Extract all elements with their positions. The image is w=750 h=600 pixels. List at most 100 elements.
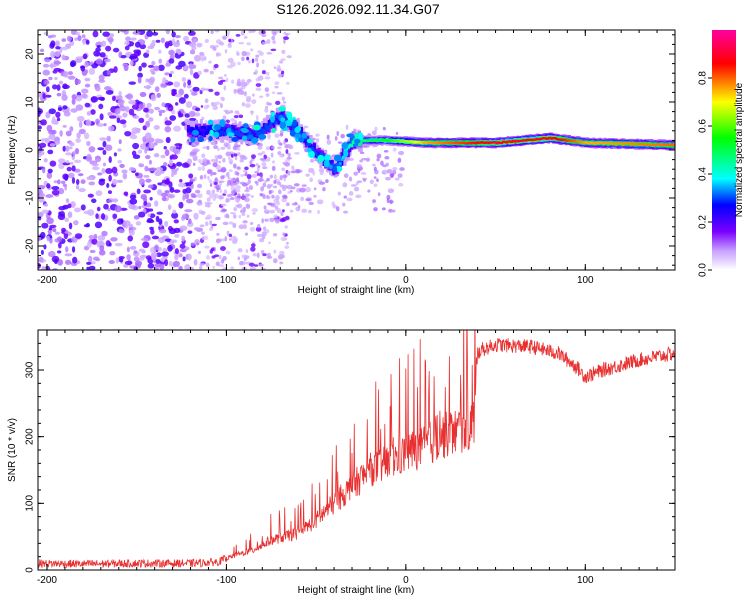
noise-blob xyxy=(65,198,70,204)
noise-blob xyxy=(271,194,274,199)
noise-blob xyxy=(204,216,211,220)
noise-blob xyxy=(82,53,88,60)
noise-blob xyxy=(89,249,96,254)
y-tick-label: 20 xyxy=(25,48,36,60)
noise-blob xyxy=(131,127,140,134)
noise-blob xyxy=(277,189,282,195)
ridge-blob xyxy=(190,137,196,143)
noise-blob xyxy=(219,42,225,46)
x-tick-label: 100 xyxy=(577,275,594,286)
noise-blob xyxy=(112,213,118,219)
noise-blob xyxy=(244,189,250,193)
noise-blob xyxy=(164,120,172,126)
noise-blob xyxy=(237,52,240,56)
noise-blob xyxy=(175,102,179,106)
noise-blob xyxy=(245,249,249,254)
noise-blob xyxy=(146,49,150,54)
noise-blob xyxy=(374,169,379,175)
ridge-segment xyxy=(496,141,500,144)
noise-blob xyxy=(56,250,62,254)
ridge-segment xyxy=(425,141,429,144)
noise-blob xyxy=(138,65,142,72)
ridge-blob xyxy=(270,116,275,123)
noise-blob xyxy=(266,184,272,189)
ridge-segment xyxy=(253,130,257,138)
ridge-blob xyxy=(294,126,301,134)
noise-blob xyxy=(280,211,284,217)
ridge-segment xyxy=(503,140,507,143)
noise-blob xyxy=(229,197,235,201)
noise-blob xyxy=(209,183,213,187)
noise-blob xyxy=(173,219,179,224)
noise-blob xyxy=(251,58,255,64)
noise-blob xyxy=(286,203,290,206)
noise-blob xyxy=(84,69,89,74)
noise-blob xyxy=(259,95,264,99)
noise-blob xyxy=(173,41,181,48)
ridge-segment xyxy=(409,140,413,143)
ridge-blob xyxy=(323,159,330,168)
noise-blob xyxy=(258,142,263,147)
ridge-segment xyxy=(450,141,454,144)
ridge-blob xyxy=(219,119,226,128)
noise-blob xyxy=(192,86,200,92)
noise-blob xyxy=(245,203,251,209)
noise-blob xyxy=(164,72,171,76)
noise-blob xyxy=(251,154,256,159)
y-tick-label: -10 xyxy=(25,190,36,205)
noise-blob xyxy=(172,260,180,268)
snr-panel: -200 -100 0 100 0 100 200 300 Height of straig… xyxy=(7,329,676,596)
noise-blob xyxy=(256,62,260,68)
noise-blob xyxy=(107,190,113,194)
ridge-segment xyxy=(249,129,253,136)
noise-blob xyxy=(255,163,259,166)
noise-blob xyxy=(188,30,196,36)
ridge-segment xyxy=(254,129,258,133)
noise-blob xyxy=(257,75,264,81)
noise-blob xyxy=(243,35,248,39)
noise-blob xyxy=(234,142,238,148)
ridge-segment xyxy=(492,141,496,144)
ridge-segment xyxy=(610,142,614,145)
noise-blob xyxy=(374,126,378,132)
noise-blob xyxy=(61,227,67,233)
noise-blob xyxy=(159,263,165,270)
noise-blob xyxy=(178,182,186,188)
ridge-segment xyxy=(513,140,517,143)
noise-blob xyxy=(251,174,258,178)
noise-blob xyxy=(42,93,46,99)
noise-blob xyxy=(255,54,260,58)
noise-blob xyxy=(150,252,158,258)
ridge-segment xyxy=(195,125,199,130)
noise-blob xyxy=(129,56,137,60)
ridge-segment xyxy=(228,126,232,131)
ridge-segment xyxy=(656,143,660,146)
noise-blob xyxy=(239,154,246,160)
noise-blob xyxy=(266,195,271,200)
noise-blob xyxy=(114,205,122,213)
noise-blob xyxy=(151,39,156,45)
noise-blob xyxy=(185,182,192,187)
noise-blob xyxy=(58,242,62,249)
noise-blob xyxy=(282,101,287,104)
noise-blob xyxy=(237,61,241,66)
spectrogram-ridge xyxy=(186,106,675,178)
ridge-segment xyxy=(582,141,586,144)
noise-blob xyxy=(217,76,224,80)
noise-blob xyxy=(285,33,289,36)
noise-blob xyxy=(77,173,84,177)
ridge-segment xyxy=(232,126,236,133)
noise-blob xyxy=(289,144,293,149)
ridge-segment xyxy=(443,141,447,144)
noise-blob xyxy=(279,60,284,64)
noise-blob xyxy=(107,207,111,212)
noise-blob xyxy=(185,198,194,204)
ridge-segment xyxy=(561,138,565,141)
colorbar-tick-label: 0.0 xyxy=(698,263,709,277)
noise-blob xyxy=(121,169,128,174)
noise-blob xyxy=(66,35,72,42)
noise-blob xyxy=(61,46,68,51)
ridge-blob xyxy=(346,133,355,138)
ridge-blob xyxy=(332,165,338,174)
